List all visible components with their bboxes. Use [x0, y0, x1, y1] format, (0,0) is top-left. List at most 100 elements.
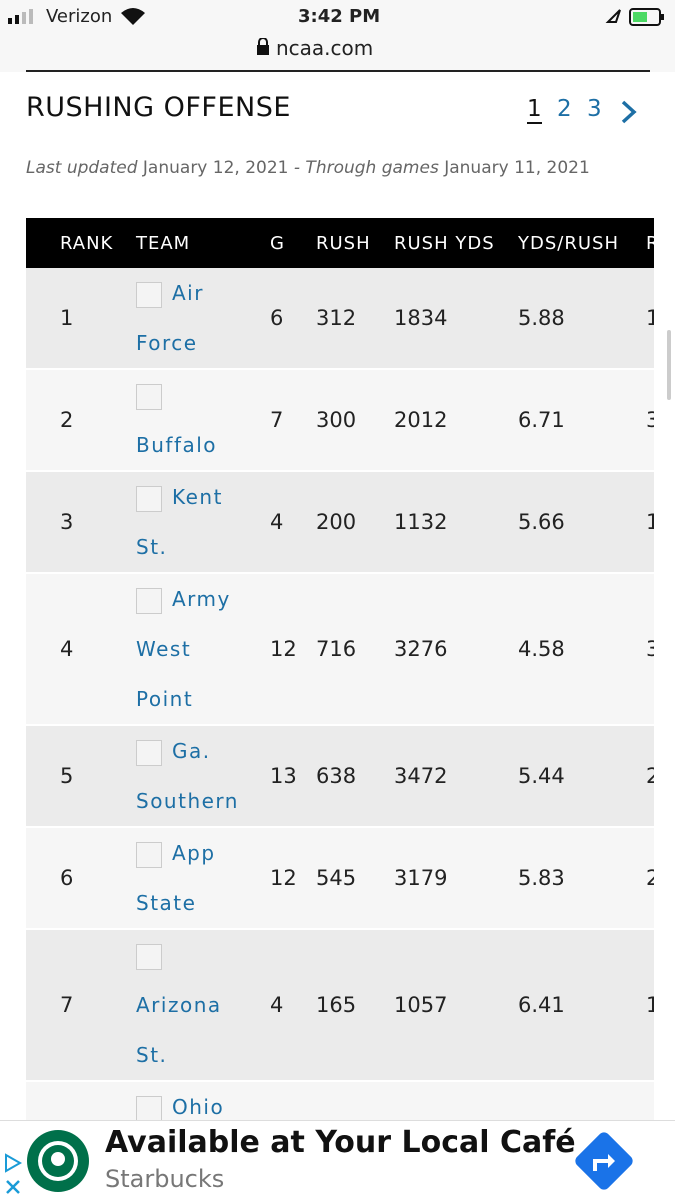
- table-cell: 3276: [394, 637, 448, 661]
- clock: 3:42 PM: [298, 6, 381, 27]
- checkbox[interactable]: [136, 485, 162, 512]
- page-link[interactable]: 2: [557, 96, 572, 122]
- page-title: RUSHING OFFENSE: [26, 92, 291, 123]
- table-cell: 6: [270, 306, 284, 330]
- column-header: G: [270, 232, 285, 254]
- table-row: Arizona St. 7 4 165 1057 6.41 1: [26, 930, 654, 1082]
- table-cell: 13: [270, 764, 297, 788]
- team-cell: Buffalo: [136, 370, 241, 470]
- team-link[interactable]: Buffalo: [136, 433, 218, 457]
- stats-table: RANK TEAM G RUSH RUSH YDS YDS/RUSH R Air Force 1…: [26, 218, 654, 1120]
- table-cell: 716: [316, 637, 357, 661]
- column-header: YDS/RUSH: [518, 232, 619, 254]
- table-cell: 6: [60, 866, 74, 890]
- directions-button[interactable]: [568, 1125, 640, 1197]
- through-label: - Through games: [293, 158, 439, 178]
- updated-date: January 12, 2021: [142, 158, 289, 178]
- team-link[interactable]: App State: [136, 841, 216, 915]
- team-link[interactable]: Army West Point: [136, 587, 231, 711]
- ad-choices[interactable]: [2, 1151, 24, 1199]
- next-arrow[interactable]: [620, 100, 638, 124]
- through-date: January 11, 2021: [444, 158, 590, 178]
- table-row: Ohio: [26, 1082, 654, 1120]
- divider: [26, 70, 650, 72]
- table-cell: 5.66: [518, 510, 565, 534]
- table-cell: 165: [316, 993, 357, 1017]
- team-cell: Ga. Southern: [136, 726, 241, 826]
- column-header: R: [646, 232, 654, 254]
- checkbox[interactable]: [136, 739, 162, 766]
- column-header: RUSH YDS: [394, 232, 495, 254]
- team-cell: Ohio: [136, 1082, 241, 1120]
- lock-icon: [257, 38, 269, 55]
- table-cell: 4: [270, 993, 284, 1017]
- team-cell: App State: [136, 828, 241, 928]
- table-cell: 1: [646, 510, 654, 534]
- table-row: Kent St. 3 4 200 1132 5.66 1: [26, 472, 654, 574]
- page-link[interactable]: 3: [587, 96, 602, 122]
- wifi-icon: [121, 8, 145, 25]
- checkbox[interactable]: [136, 841, 162, 868]
- table-cell: 3472: [394, 764, 448, 788]
- checkbox[interactable]: [136, 943, 162, 970]
- table-cell: 2: [646, 866, 654, 890]
- table-cell: 5.44: [518, 764, 565, 788]
- table-row: Ga. Southern 5 13 638 3472 5.44 2: [26, 726, 654, 828]
- team-link[interactable]: Air Force: [136, 281, 204, 355]
- table-cell: 1057: [394, 993, 448, 1017]
- table-cell: 12: [270, 637, 297, 661]
- table-cell: 3179: [394, 866, 448, 890]
- table-row: Army West Point 4 12 716 3276 4.58 3: [26, 574, 654, 726]
- team-cell: Air Force: [136, 268, 241, 368]
- table-cell: 3: [60, 510, 74, 534]
- updated-label: Last updated: [26, 158, 138, 178]
- table-cell: 638: [316, 764, 357, 788]
- table-cell: 12: [270, 866, 297, 890]
- table-cell: 1: [60, 306, 74, 330]
- table-cell: 1: [646, 306, 654, 330]
- table-cell: 200: [316, 510, 357, 534]
- table-cell: 312: [316, 306, 357, 330]
- table-cell: 5.83: [518, 866, 565, 890]
- ad-headline[interactable]: Available at Your Local Café: [105, 1125, 576, 1160]
- team-cell: Kent St.: [136, 472, 241, 572]
- ad-banner[interactable]: Available at Your Local Café Starbucks: [0, 1120, 675, 1200]
- column-header: RANK: [60, 232, 114, 254]
- checkbox[interactable]: [136, 281, 162, 308]
- table-row: App State 6 12 545 3179 5.83 2: [26, 828, 654, 930]
- status-bar: Verizon 3:42 PM ncaa.com: [0, 0, 675, 72]
- table-cell: 7: [270, 408, 284, 432]
- last-updated: Last updated January 12, 2021 - Through …: [26, 158, 590, 178]
- checkbox[interactable]: [136, 587, 162, 614]
- team-link[interactable]: Ohio: [172, 1095, 225, 1119]
- table-cell: 3: [646, 408, 654, 432]
- page-link[interactable]: 1: [527, 96, 542, 124]
- scrollbar: [667, 330, 671, 400]
- column-header: RUSH: [316, 232, 371, 254]
- table-cell: 7: [60, 993, 74, 1017]
- table-cell: 6.41: [518, 993, 565, 1017]
- column-header: TEAM: [136, 232, 191, 254]
- table-cell: 4: [270, 510, 284, 534]
- team-link[interactable]: Kent St.: [136, 485, 223, 559]
- checkbox[interactable]: [136, 383, 162, 410]
- table-cell: 4: [60, 637, 74, 661]
- table-cell: 1834: [394, 306, 448, 330]
- team-link[interactable]: Arizona St.: [136, 993, 222, 1067]
- table-cell: 545: [316, 866, 357, 890]
- team-link[interactable]: Ga. Southern: [136, 739, 239, 813]
- table-cell: 2: [60, 408, 74, 432]
- table-cell: 5.88: [518, 306, 565, 330]
- table-cell: 3: [646, 637, 654, 661]
- team-cell: Army West Point: [136, 574, 241, 724]
- table-cell: 4.58: [518, 637, 565, 661]
- starbucks-logo: [27, 1130, 89, 1192]
- signal-icon: [8, 9, 33, 24]
- checkbox[interactable]: [136, 1095, 162, 1120]
- carrier: Verizon: [46, 6, 113, 27]
- table-cell: 1: [646, 993, 654, 1017]
- url[interactable]: ncaa.com: [276, 36, 374, 60]
- table-cell: 300: [316, 408, 357, 432]
